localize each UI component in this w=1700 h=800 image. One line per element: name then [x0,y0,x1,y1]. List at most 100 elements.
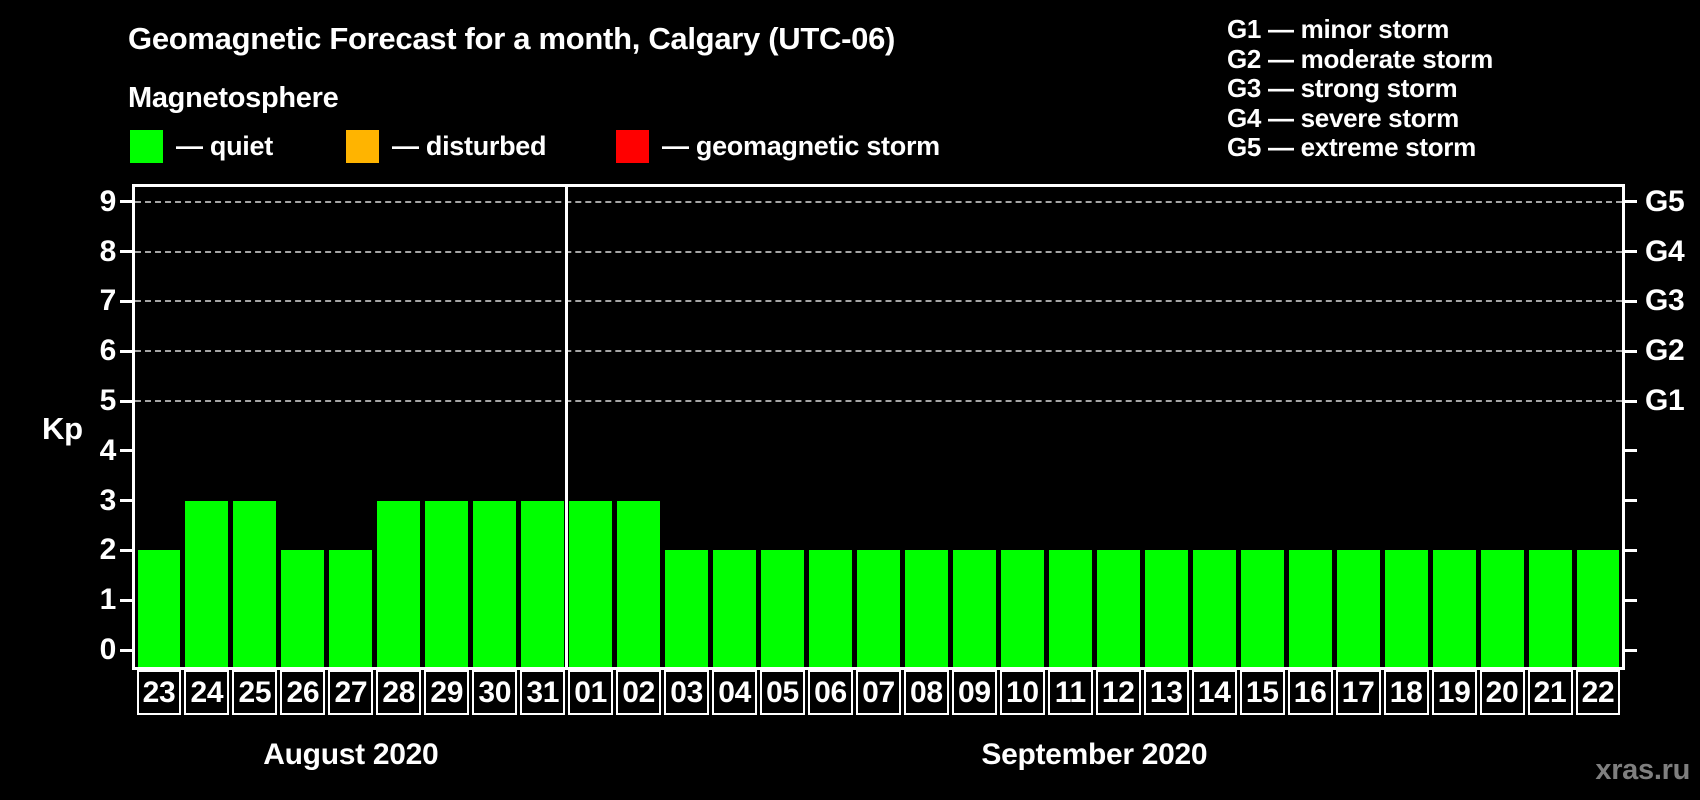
month-separator-line [565,187,569,667]
y-axis-tick [120,200,132,204]
y-axis-tick [120,250,132,254]
y-axis-tick [120,648,132,652]
y-tick-label: 4 [99,433,117,467]
x-tick-label: 10 [999,670,1045,715]
g-level-label: G5 [1645,184,1685,218]
y-axis-tick [120,548,132,552]
bar [185,500,229,667]
y-axis-title: Kp [42,411,83,446]
gridline [135,400,1622,402]
quiet-label: — quiet [176,131,273,161]
g-legend-line: G5 — extreme storm [1227,132,1476,162]
x-tick-label: 24 [184,670,230,715]
chart-title: Geomagnetic Forecast for a month, Calgar… [128,21,896,56]
month-label: September 2020 [981,738,1208,771]
x-tick-label: 04 [712,670,758,715]
y-axis-tick [120,449,132,453]
bar [1336,550,1380,667]
y-tick-label: 2 [99,533,117,567]
g-level-label: G2 [1645,334,1685,368]
y-tick-label: 5 [99,384,117,417]
bar [1576,550,1620,667]
bar [281,550,325,667]
x-tick-label: 12 [1095,670,1141,715]
x-tick-label: 19 [1431,670,1477,715]
x-tick-label: 20 [1479,670,1525,715]
bar [473,500,517,667]
y-axis-tick-right [1625,548,1637,552]
y-tick-label: 0 [99,633,117,666]
y-axis-tick-right [1625,200,1637,204]
bar [1000,550,1044,667]
bar [1288,550,1332,667]
g-legend-line: G1 — minor storm [1227,14,1450,44]
x-tick-label: 05 [760,670,806,715]
y-axis-tick [120,399,132,403]
x-tick-label: 16 [1287,670,1333,715]
bar [1096,550,1140,667]
y-tick-label: 1 [99,583,117,617]
x-tick-label: 27 [328,670,374,715]
gridline [135,350,1622,353]
geomagnetic-storm-swatch [616,130,649,163]
g-level-label: G4 [1645,234,1685,268]
bar [1192,550,1236,667]
disturbed-label: — disturbed [392,131,547,161]
bar [617,500,661,667]
x-tick-label: 14 [1191,670,1237,715]
bar [233,500,277,667]
y-axis-tick-right [1625,499,1637,503]
x-tick-label: 25 [232,670,278,715]
x-tick-label: 17 [1335,670,1381,715]
x-tick-label: 13 [1143,670,1189,715]
x-tick-label: 11 [1047,670,1093,715]
x-tick-label: 07 [856,670,901,715]
bar [713,550,757,667]
y-axis-tick [120,499,132,503]
y-axis-tick-right [1625,598,1637,602]
quiet-swatch [130,130,163,163]
bar [809,550,852,667]
g-legend-line: G2 — moderate storm [1227,43,1493,74]
x-tick-label: 21 [1527,670,1573,715]
x-tick-label: 23 [136,670,182,715]
x-tick-label: 03 [664,670,710,715]
y-tick-label: 8 [99,234,117,268]
bar [1048,550,1092,667]
x-tick-label: 29 [424,670,470,715]
gridline [135,250,1622,253]
x-tick-label: 01 [568,670,614,715]
watermark: xras.ru [1595,754,1690,786]
bar [137,550,181,667]
y-axis-tick [120,299,132,303]
bar [1480,550,1524,667]
x-tick-label: 06 [808,670,853,715]
y-axis-tick-right [1625,648,1637,652]
x-tick-label: 30 [472,670,518,715]
bar [521,500,565,667]
g-level-label: G3 [1645,284,1685,318]
bar [904,550,948,667]
bar [1384,550,1428,667]
month-label: August 2020 [263,738,439,771]
g-legend-line: G3 — strong storm [1227,73,1458,103]
bar [1432,550,1476,667]
g-legend-line: G4 — severe storm [1227,102,1459,133]
y-axis-tick-right [1625,449,1637,453]
x-tick-label: 31 [520,670,566,715]
bar [665,550,709,667]
bar [1144,550,1188,667]
g-level-label: G1 [1645,384,1685,417]
x-tick-label: 26 [280,670,326,715]
x-tick-label: 15 [1239,670,1285,715]
bar [761,550,805,667]
y-tick-label: 6 [99,334,117,368]
y-axis-tick-right [1625,349,1637,353]
x-tick-label: 22 [1575,670,1621,715]
y-axis-tick [120,598,132,602]
bar [425,500,469,667]
x-tick-label: 02 [616,670,662,715]
x-tick-label: 08 [903,670,949,715]
y-tick-label: 7 [99,284,117,318]
